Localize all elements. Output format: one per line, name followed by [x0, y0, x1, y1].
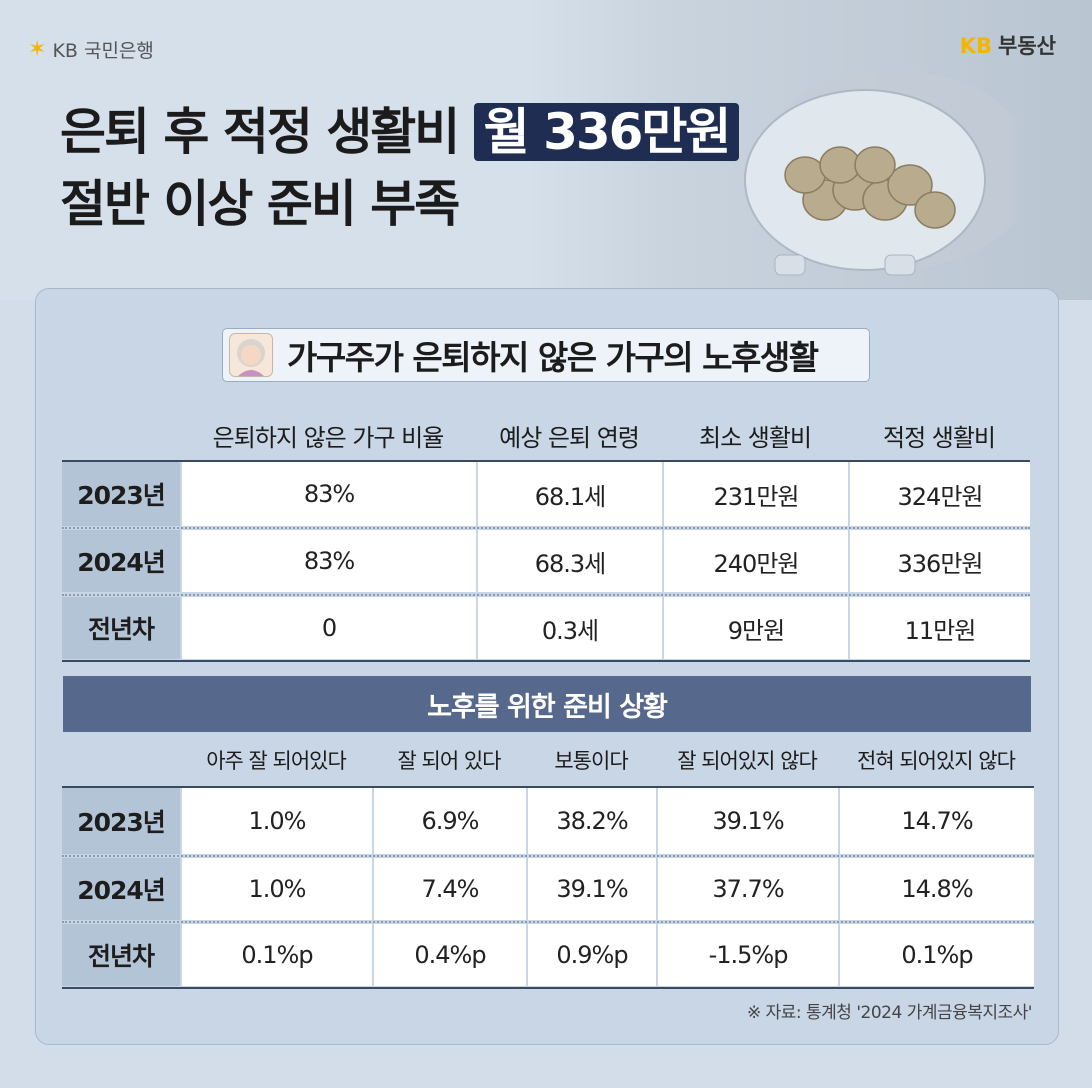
s2-table-top-border: [62, 786, 1034, 788]
kb-bank-logo-text: KB 국민은행: [52, 40, 154, 62]
s2-row-label: 2024년: [62, 858, 180, 920]
s1-table-top-border: [62, 460, 1030, 462]
s1-cell: 68.1세: [476, 462, 662, 526]
s1-cell: 336만원: [848, 530, 1030, 592]
s2-row-divider: [62, 921, 1034, 923]
s2-row-label: 전년차: [62, 924, 180, 986]
section1-title-box: 가구주가 은퇴하지 않은 가구의 노후생활: [222, 328, 870, 382]
piggy-bank-image: [744, 70, 1015, 276]
s1-cell: 240만원: [662, 530, 848, 592]
section2-title: 노후를 위한 준비 상황: [427, 691, 668, 723]
s2-cell: -1.5%p: [656, 924, 838, 986]
s1-col-header-1: 예상 은퇴 연령: [499, 424, 640, 452]
s1-cell: 83%: [180, 530, 476, 592]
s1-cell: 83%: [180, 462, 476, 526]
kb-realty-logo-kb: KB: [959, 34, 993, 58]
s2-cell: 6.9%: [372, 788, 526, 854]
s2-cell: 0.9%p: [526, 924, 656, 986]
s1-cell: 231만원: [662, 462, 848, 526]
s1-cell: 68.3세: [476, 530, 662, 592]
s2-cell: 14.7%: [838, 788, 1034, 854]
s1-cell: 0.3세: [476, 597, 662, 659]
s1-cell: 11만원: [848, 597, 1030, 659]
s2-cell: 14.8%: [838, 858, 1034, 920]
s2-table-row: 2023년 1.0% 6.9% 38.2% 39.1% 14.7%: [62, 788, 1034, 854]
s2-cell: 38.2%: [526, 788, 656, 854]
s1-cell: 9만원: [662, 597, 848, 659]
source-note: ※ 자료: 통계청 '2024 가계금융복지조사': [746, 1003, 1033, 1023]
s2-cell: 0.1%p: [838, 924, 1034, 986]
s1-table-row: 2023년 83% 68.1세 231만원 324만원: [62, 462, 1030, 526]
s2-table-row: 전년차 0.1%p 0.4%p 0.9%p -1.5%p 0.1%p: [62, 924, 1034, 986]
s2-cell: 1.0%: [180, 858, 372, 920]
s1-row-label: 전년차: [62, 597, 180, 659]
s1-row-label: 2024년: [62, 530, 180, 592]
s1-col-header-0: 은퇴하지 않은 가구 비율: [212, 424, 445, 452]
kb-star-icon: ✶: [28, 37, 47, 62]
s2-cell: 39.1%: [656, 788, 838, 854]
s1-col-header-2: 최소 생활비: [698, 424, 812, 452]
title-highlight: 월 336만원: [473, 103, 740, 161]
kb-bank-logo: ✶ KB 국민은행: [28, 36, 154, 63]
s2-cell: 1.0%: [180, 788, 372, 854]
page-title: 은퇴 후 적정 생활비 월 336만원 절반 이상 준비 부족: [60, 96, 740, 240]
kb-realty-logo-text: 부동산: [998, 34, 1056, 58]
s2-table-row: 2024년 1.0% 7.4% 39.1% 37.7% 14.8%: [62, 858, 1034, 920]
s2-table-bottom-border: [62, 987, 1034, 989]
s1-table-bottom-border: [62, 660, 1030, 662]
s1-table-row: 2024년 83% 68.3세 240만원 336만원: [62, 530, 1030, 592]
section2-title-banner: 노후를 위한 준비 상황: [63, 676, 1031, 732]
grandmother-avatar-icon: [229, 333, 273, 377]
s2-col-header-1: 잘 되어 있다: [397, 749, 502, 773]
s2-col-header-4: 전혀 되어있지 않다: [857, 749, 1016, 773]
s2-cell: 0.1%p: [180, 924, 372, 986]
kb-realty-logo: KB 부동산: [960, 30, 1056, 60]
title-line-1: 은퇴 후 적정 생활비 월 336만원: [60, 96, 740, 168]
s2-cell: 39.1%: [526, 858, 656, 920]
s2-cell: 37.7%: [656, 858, 838, 920]
s1-cell: 324만원: [848, 462, 1030, 526]
section1-title: 가구주가 은퇴하지 않은 가구의 노후생활: [287, 338, 819, 377]
s1-cell: 0: [180, 597, 476, 659]
s2-cell: 7.4%: [372, 858, 526, 920]
s1-row-divider: [62, 527, 1030, 529]
s2-row-label: 2023년: [62, 788, 180, 854]
s1-row-divider: [62, 594, 1030, 596]
s2-row-divider: [62, 855, 1034, 857]
s2-cell: 0.4%p: [372, 924, 526, 986]
s1-col-header-3: 적정 생활비: [882, 424, 996, 452]
s1-row-label: 2023년: [62, 462, 180, 526]
s2-col-header-3: 잘 되어있지 않다: [677, 749, 818, 773]
title-line-2: 절반 이상 준비 부족: [60, 175, 460, 233]
s2-col-header-2: 보통이다: [554, 749, 628, 773]
s2-col-header-0: 아주 잘 되어있다: [206, 749, 347, 773]
s1-table-row: 전년차 0 0.3세 9만원 11만원: [62, 597, 1030, 659]
title-part1: 은퇴 후 적정 생활비: [60, 103, 460, 161]
